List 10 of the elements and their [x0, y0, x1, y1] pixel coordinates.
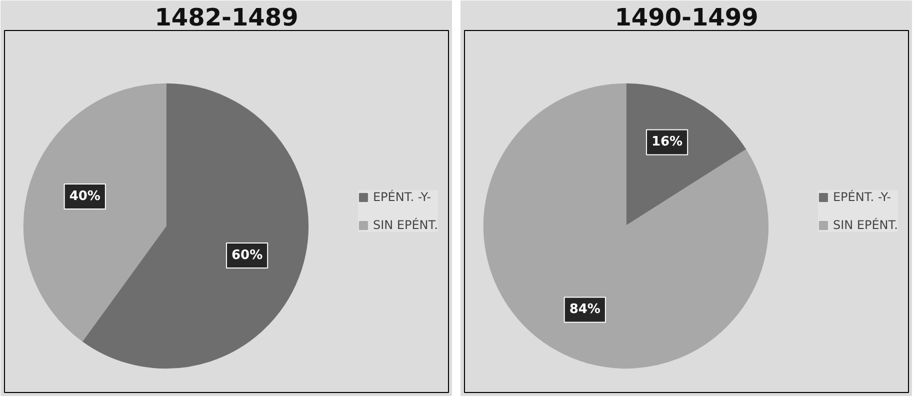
- legend-label: EPÉNT. -Y-: [372, 190, 432, 204]
- chart-title: 1482-1489: [154, 4, 298, 32]
- data-label: 40%: [69, 188, 100, 204]
- chart-title: 1490-1499: [614, 4, 758, 32]
- data-label: 60%: [231, 248, 263, 264]
- legend-label: EPÉNT. -Y-: [832, 190, 892, 204]
- data-label: 16%: [651, 134, 683, 150]
- legend-label: SIN EPÉNT.: [832, 218, 898, 232]
- legend-label: SIN EPÉNT.: [372, 218, 438, 232]
- data-label: 84%: [569, 302, 600, 318]
